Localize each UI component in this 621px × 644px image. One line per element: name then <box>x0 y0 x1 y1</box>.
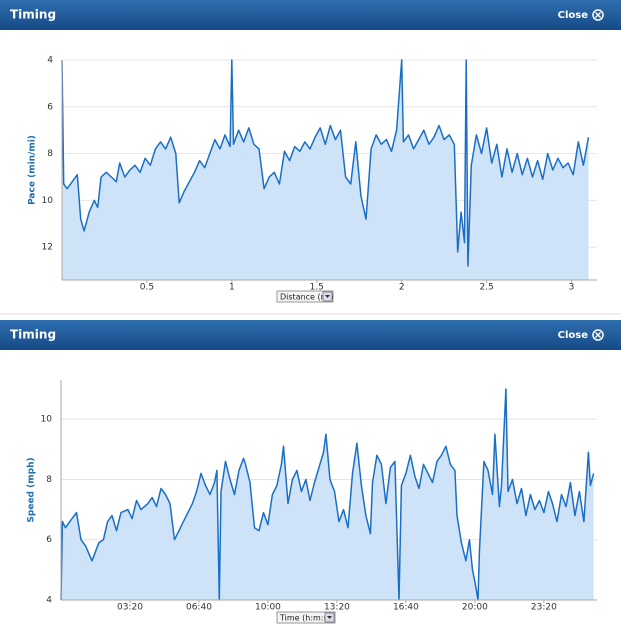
y-tick-label: 6 <box>47 102 53 112</box>
x-tick-label: 3 <box>569 283 575 293</box>
header-title: Timing <box>10 328 56 342</box>
x-tick-label: 10:00 <box>255 603 281 613</box>
x-tick-label: 1.5 <box>310 283 324 293</box>
y-axis-title: Speed (mph) <box>27 457 37 522</box>
axis-selector[interactable] <box>276 290 334 303</box>
y-tick-label: 8 <box>47 149 53 159</box>
dropdown-arrow[interactable] <box>327 616 332 619</box>
y-tick-label: 10 <box>42 196 54 206</box>
close-icon[interactable] <box>592 329 604 341</box>
axis-selector-label[interactable]: Distance (mi) <box>280 293 334 302</box>
close-icon-x[interactable] <box>594 331 602 339</box>
x-tick-label: 2 <box>399 283 405 293</box>
y-tick-label: 4 <box>46 596 52 606</box>
close-icon-x[interactable] <box>594 11 602 19</box>
close-button[interactable]: Close <box>558 330 589 341</box>
y-tick-label: 8 <box>46 475 52 485</box>
x-tick-label: 2.5 <box>479 283 493 293</box>
x-tick-label: 16:40 <box>393 603 419 613</box>
x-tick-label: 03:20 <box>117 603 143 613</box>
y-tick-label: 4 <box>47 56 53 66</box>
panel: Timing Close Distance (mi) <box>0 0 621 303</box>
y-axis-title: Pace (min/mi) <box>28 135 38 205</box>
header-bar <box>0 320 621 350</box>
x-tick-label: 23:20 <box>531 603 557 613</box>
line <box>61 59 590 267</box>
x-tick-label: 13:20 <box>324 603 350 613</box>
y-tick-label: 12 <box>42 243 53 253</box>
axis-selector-label[interactable]: Time (h:m:s) <box>279 614 331 623</box>
header-bar <box>0 0 621 30</box>
x-tick-label: 20:00 <box>462 603 488 613</box>
area <box>62 60 589 280</box>
x-tick-label: 06:40 <box>186 603 212 613</box>
header-title: Timing <box>10 8 56 22</box>
close-icon[interactable] <box>592 9 604 21</box>
close-button[interactable]: Close <box>558 10 589 21</box>
line <box>60 388 595 601</box>
y-tick-label: 6 <box>46 535 52 545</box>
y-tick-label: 10 <box>41 415 53 425</box>
x-tick-label: 0.5 <box>140 283 154 293</box>
x-tick-label: 1 <box>229 283 235 293</box>
axis-selector[interactable] <box>276 611 336 624</box>
area <box>61 389 594 600</box>
panel: Timing Close Time (h:m:s) <box>0 320 621 624</box>
dropdown-arrow[interactable] <box>325 295 330 298</box>
